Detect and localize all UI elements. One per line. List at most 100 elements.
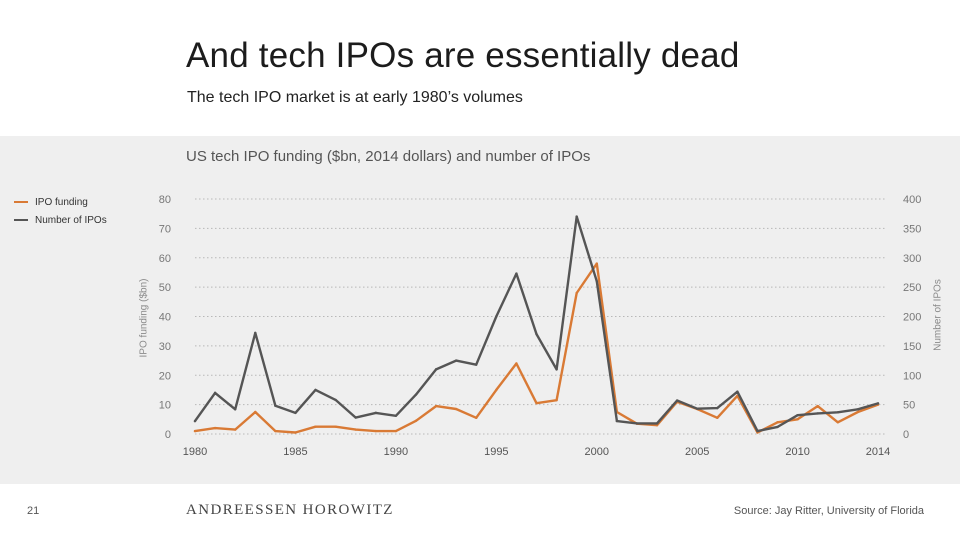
series-line-number-of-ipos xyxy=(193,215,880,433)
y-tick-label-right: 350 xyxy=(903,223,921,235)
data-point-number-of-ipos xyxy=(394,414,398,417)
data-point-ipo-funding xyxy=(454,407,458,411)
x-tick-label: 1990 xyxy=(384,446,408,458)
legend-label-ipo-funding: IPO funding xyxy=(35,196,88,208)
source-note: Source: Jay Ritter, University of Florid… xyxy=(733,505,924,517)
y-tick-label-left: 0 xyxy=(165,429,171,441)
data-point-number-of-ipos xyxy=(836,411,840,414)
data-point-number-of-ipos xyxy=(193,419,197,423)
chart-title: US tech IPO funding ($bn, 2014 dollars) … xyxy=(186,148,591,165)
data-point-number-of-ipos xyxy=(334,398,337,402)
data-point-number-of-ipos xyxy=(314,388,317,392)
y-tick-label-left: 80 xyxy=(159,194,171,206)
y-tick-label-left: 50 xyxy=(159,282,171,294)
y-tick-label-left: 70 xyxy=(159,223,171,235)
data-point-number-of-ipos xyxy=(294,411,297,415)
data-point-ipo-funding xyxy=(334,425,337,428)
data-point-number-of-ipos xyxy=(635,422,639,425)
legend-label-number-of-ipos: Number of IPOs xyxy=(35,214,107,226)
data-point-number-of-ipos xyxy=(796,414,799,417)
data-point-number-of-ipos xyxy=(454,359,458,362)
data-point-ipo-funding xyxy=(515,362,518,365)
y-tick-label-left: 10 xyxy=(159,400,171,412)
data-point-ipo-funding xyxy=(434,404,438,408)
data-point-number-of-ipos xyxy=(575,215,578,218)
data-point-ipo-funding xyxy=(193,429,197,433)
y-tick-label-right: 200 xyxy=(903,312,921,324)
data-point-ipo-funding xyxy=(816,404,819,408)
x-tick-label: 2005 xyxy=(685,446,709,458)
data-point-ipo-funding xyxy=(354,428,357,431)
data-point-number-of-ipos xyxy=(213,391,217,395)
y-tick-label-left: 60 xyxy=(159,253,171,265)
x-tick-label: 2010 xyxy=(785,446,809,458)
data-point-number-of-ipos xyxy=(816,412,819,415)
x-tick-label: 1985 xyxy=(283,446,307,458)
data-point-number-of-ipos xyxy=(615,419,619,423)
data-point-ipo-funding xyxy=(294,431,297,434)
data-point-ipo-funding xyxy=(575,291,578,295)
data-point-ipo-funding xyxy=(274,429,277,433)
data-point-number-of-ipos xyxy=(655,422,659,425)
x-tick-label: 1980 xyxy=(183,446,207,458)
legend-swatch-ipo-funding xyxy=(14,201,28,203)
data-point-ipo-funding xyxy=(254,410,257,414)
chart-panel xyxy=(0,136,960,484)
slide-subtitle: The tech IPO market is at early 1980’s v… xyxy=(187,89,523,106)
y-tick-label-left: 40 xyxy=(159,312,171,324)
data-point-number-of-ipos xyxy=(856,408,860,411)
data-point-number-of-ipos xyxy=(515,272,518,275)
y-tick-label-left: 30 xyxy=(159,341,171,353)
data-point-ipo-funding xyxy=(233,428,237,431)
data-point-ipo-funding xyxy=(314,425,317,428)
data-point-number-of-ipos xyxy=(736,390,739,393)
data-point-ipo-funding xyxy=(213,426,217,430)
slide-title: And tech IPOs are essentially dead xyxy=(186,36,740,75)
data-point-number-of-ipos xyxy=(475,363,478,366)
page-number: 21 xyxy=(27,505,40,517)
data-point-number-of-ipos xyxy=(675,399,679,402)
data-point-ipo-funding xyxy=(836,421,840,424)
data-point-number-of-ipos xyxy=(756,429,759,433)
brand-logo-text: ANDREESSEN HOROWITZ xyxy=(186,502,394,518)
data-point-number-of-ipos xyxy=(495,315,498,318)
data-point-number-of-ipos xyxy=(555,368,558,371)
data-point-ipo-funding xyxy=(776,421,779,424)
data-point-number-of-ipos xyxy=(696,407,699,410)
y-tick-label-right: 0 xyxy=(903,429,909,441)
y-tick-label-left: 20 xyxy=(159,370,171,382)
data-point-number-of-ipos xyxy=(535,332,538,336)
data-point-ipo-funding xyxy=(716,416,719,420)
data-point-number-of-ipos xyxy=(434,368,438,371)
y-tick-label-right: 400 xyxy=(903,194,921,206)
series-line-ipo-funding xyxy=(193,262,880,434)
data-point-number-of-ipos xyxy=(274,404,277,407)
data-point-ipo-funding xyxy=(414,419,418,422)
data-point-ipo-funding xyxy=(796,418,799,421)
data-point-number-of-ipos xyxy=(716,406,719,410)
x-tick-label: 1995 xyxy=(484,446,508,458)
data-point-ipo-funding xyxy=(394,429,398,433)
y-tick-label-right: 100 xyxy=(903,370,921,382)
x-tick-label: 2014 xyxy=(866,446,890,458)
data-point-number-of-ipos xyxy=(254,331,257,335)
data-point-number-of-ipos xyxy=(595,280,598,283)
data-point-ipo-funding xyxy=(495,388,498,392)
data-point-number-of-ipos xyxy=(233,408,237,411)
data-point-ipo-funding xyxy=(374,429,377,433)
data-point-number-of-ipos xyxy=(354,416,357,419)
data-point-ipo-funding xyxy=(535,401,538,405)
legend-item-ipo-funding: IPO funding xyxy=(14,193,107,211)
x-tick-label: 2000 xyxy=(585,446,609,458)
legend-swatch-number-of-ipos xyxy=(14,219,28,221)
data-point-number-of-ipos xyxy=(876,402,880,405)
data-point-ipo-funding xyxy=(475,416,478,420)
chart-legend: IPO funding Number of IPOs xyxy=(14,193,107,229)
data-point-number-of-ipos xyxy=(776,425,779,429)
data-point-ipo-funding xyxy=(555,399,558,402)
y-tick-label-right: 150 xyxy=(903,341,921,353)
y-tick-label-right: 250 xyxy=(903,282,921,294)
y-tick-label-right: 50 xyxy=(903,400,915,412)
data-point-ipo-funding xyxy=(595,262,598,265)
